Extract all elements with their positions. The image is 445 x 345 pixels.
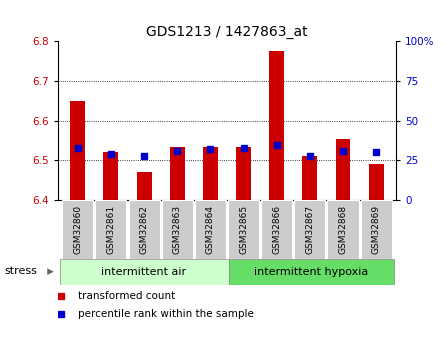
- Text: stress: stress: [4, 266, 37, 276]
- Bar: [269, 51, 284, 200]
- Bar: [95, 200, 126, 259]
- Text: GSM32864: GSM32864: [206, 205, 215, 254]
- Bar: [203, 147, 218, 200]
- Bar: [303, 157, 317, 200]
- Bar: [103, 152, 118, 200]
- Bar: [162, 200, 193, 259]
- Text: GSM32867: GSM32867: [305, 205, 314, 254]
- Text: intermittent hypoxia: intermittent hypoxia: [255, 267, 368, 277]
- Text: GSM32862: GSM32862: [140, 205, 149, 254]
- Text: GSM32866: GSM32866: [272, 205, 281, 254]
- Bar: [62, 200, 93, 259]
- Bar: [129, 200, 160, 259]
- Bar: [236, 147, 251, 200]
- Title: GDS1213 / 1427863_at: GDS1213 / 1427863_at: [146, 25, 308, 39]
- Text: GSM32869: GSM32869: [372, 205, 380, 254]
- Text: intermittent air: intermittent air: [101, 267, 186, 277]
- Bar: [261, 200, 292, 259]
- Text: GSM32860: GSM32860: [73, 205, 82, 254]
- Bar: [229, 259, 394, 285]
- Text: GSM32861: GSM32861: [106, 205, 115, 254]
- Text: transformed count: transformed count: [78, 291, 175, 301]
- Bar: [195, 200, 226, 259]
- Bar: [369, 164, 384, 200]
- Text: GSM32868: GSM32868: [339, 205, 348, 254]
- Bar: [137, 172, 151, 200]
- Text: GSM32865: GSM32865: [239, 205, 248, 254]
- Bar: [228, 200, 259, 259]
- Bar: [360, 200, 392, 259]
- Bar: [294, 200, 325, 259]
- Bar: [336, 139, 351, 200]
- Text: percentile rank within the sample: percentile rank within the sample: [78, 309, 254, 319]
- Bar: [170, 147, 185, 200]
- Bar: [70, 101, 85, 200]
- Bar: [60, 259, 229, 285]
- Text: GSM32863: GSM32863: [173, 205, 182, 254]
- Bar: [328, 200, 359, 259]
